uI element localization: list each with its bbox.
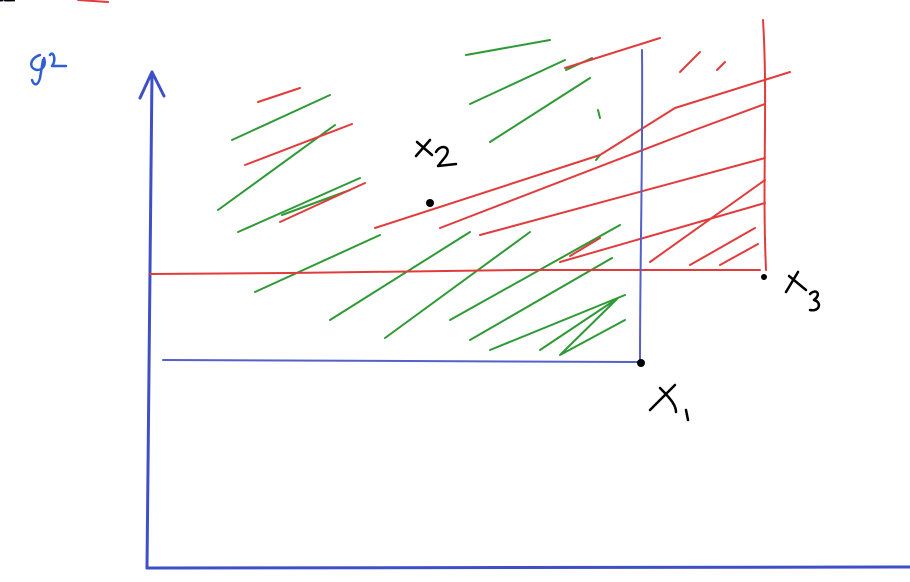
y-axis-arrowhead <box>138 70 166 100</box>
blue-region <box>162 49 644 363</box>
green-hatching <box>217 39 626 356</box>
red-vertical-boundary <box>762 19 767 271</box>
point-x1 <box>637 359 645 367</box>
points <box>426 199 767 367</box>
axes <box>138 70 910 570</box>
blue-vertical-boundary <box>639 49 644 363</box>
svg-text:f2: f2 <box>0 0 12 3</box>
point-x2 <box>426 199 434 207</box>
label-x1: x1 <box>0 0 690 422</box>
y-axis <box>145 70 154 570</box>
stray-red-mark <box>77 0 109 3</box>
red-region <box>149 19 791 275</box>
svg-text:x1: x1 <box>0 0 15 3</box>
blue-horizontal-boundary <box>162 359 641 363</box>
svg-text:x3: x3 <box>0 0 15 3</box>
svg-text:x2: x2 <box>0 0 15 3</box>
label-x2: x2 <box>0 0 458 168</box>
label-x3: x3 <box>0 0 821 312</box>
x-axis <box>145 565 910 570</box>
point-x3 <box>761 274 767 280</box>
red-horizontal-boundary <box>149 269 761 275</box>
y-axis-label: f2 <box>0 0 68 86</box>
